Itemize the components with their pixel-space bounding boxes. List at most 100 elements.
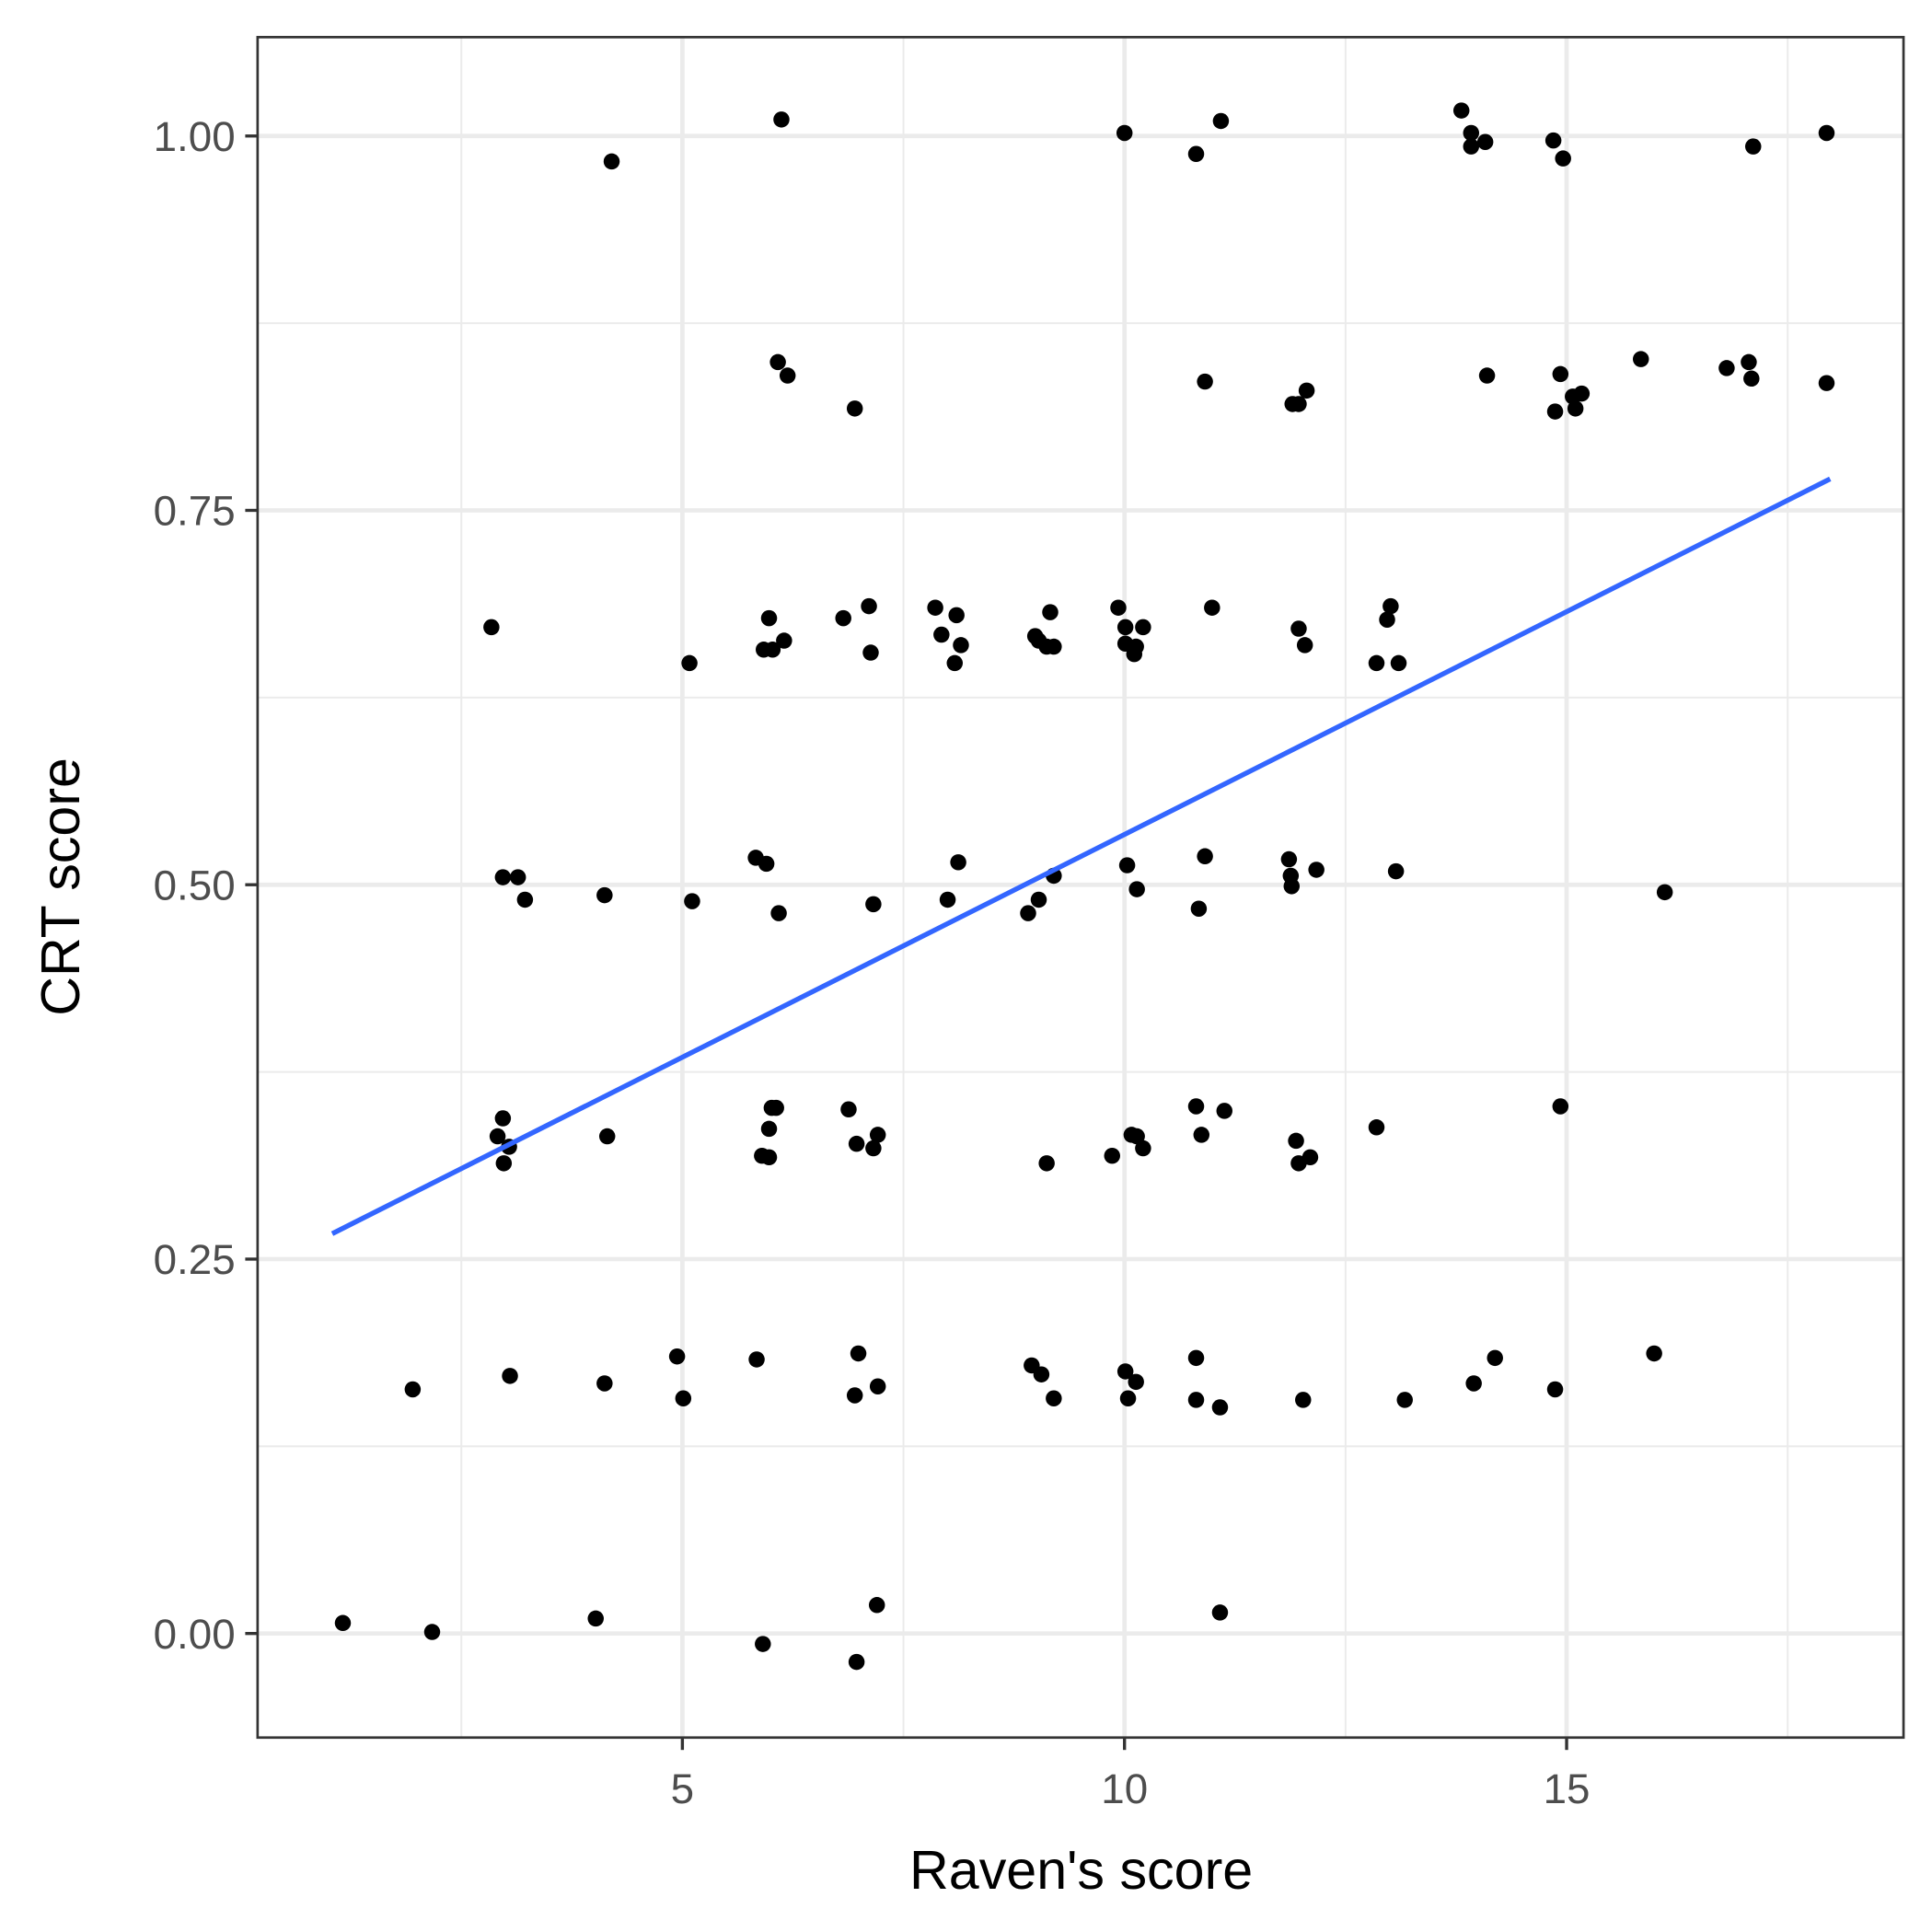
point — [869, 1127, 886, 1143]
point — [933, 626, 950, 643]
point — [840, 1101, 857, 1117]
point — [848, 1135, 865, 1152]
point — [598, 1128, 616, 1145]
point — [1452, 102, 1470, 119]
point — [748, 1351, 765, 1368]
point — [1128, 1128, 1145, 1145]
point — [596, 1375, 613, 1392]
point — [1387, 862, 1405, 880]
point — [1187, 1392, 1205, 1408]
point — [1126, 645, 1143, 663]
point — [1116, 619, 1134, 636]
point — [1555, 150, 1571, 167]
point — [1382, 597, 1399, 615]
point — [846, 1387, 863, 1404]
point — [1744, 138, 1762, 155]
point — [869, 1378, 886, 1394]
y-tick-label: 1.00 — [154, 113, 236, 160]
point — [1187, 145, 1205, 163]
point — [1283, 878, 1301, 895]
point — [927, 599, 943, 616]
x-tick-label: 15 — [1544, 1765, 1591, 1812]
point — [1128, 881, 1145, 897]
point — [495, 1155, 513, 1172]
point — [684, 893, 700, 909]
point — [770, 905, 787, 921]
point — [1033, 1366, 1050, 1382]
point — [758, 855, 775, 873]
point — [596, 886, 613, 904]
point — [755, 1636, 771, 1652]
point — [516, 891, 534, 908]
point — [768, 1099, 784, 1116]
point — [1544, 132, 1562, 149]
y-tick-label: 0.25 — [154, 1236, 236, 1283]
point — [848, 1653, 865, 1671]
point — [773, 111, 790, 128]
point — [1197, 373, 1213, 390]
point — [1212, 112, 1230, 130]
point — [1296, 637, 1313, 654]
point — [1487, 1349, 1503, 1367]
point — [948, 607, 965, 624]
point — [1465, 1375, 1482, 1392]
point — [865, 896, 882, 913]
point — [1379, 611, 1395, 628]
point — [1478, 367, 1496, 384]
point — [1190, 900, 1208, 917]
point — [1818, 375, 1835, 391]
point — [1288, 1132, 1304, 1150]
point — [603, 153, 620, 170]
point — [1546, 403, 1564, 420]
point — [946, 654, 964, 672]
point — [1463, 124, 1480, 142]
point — [1193, 1127, 1210, 1143]
point — [1110, 599, 1127, 616]
point — [1656, 884, 1673, 901]
point — [1290, 396, 1307, 412]
point — [779, 367, 796, 384]
point — [1396, 1392, 1413, 1408]
point — [1116, 124, 1133, 142]
point — [1119, 1390, 1137, 1406]
point — [1573, 385, 1591, 402]
point — [334, 1614, 352, 1632]
point — [862, 644, 879, 661]
point — [939, 891, 956, 908]
point — [1020, 905, 1036, 921]
point — [1128, 1373, 1144, 1391]
point — [861, 597, 877, 615]
y-tick-label: 0.75 — [154, 488, 236, 535]
point — [760, 1120, 778, 1138]
point — [950, 854, 966, 871]
point — [769, 353, 786, 371]
point — [1135, 619, 1151, 636]
point — [760, 609, 778, 627]
y-tick-label: 0.00 — [154, 1611, 236, 1658]
point — [1046, 1390, 1062, 1406]
point — [1632, 351, 1649, 367]
point — [1368, 1119, 1385, 1136]
point — [1463, 138, 1480, 155]
point — [1038, 1155, 1055, 1172]
point — [1476, 133, 1494, 150]
point — [953, 637, 969, 654]
point — [404, 1381, 422, 1398]
point — [1042, 604, 1059, 620]
point — [483, 619, 500, 636]
point — [1030, 891, 1047, 908]
point — [1368, 654, 1385, 672]
point — [868, 1597, 885, 1614]
point — [1741, 353, 1757, 371]
point — [846, 400, 863, 417]
point — [1567, 400, 1584, 417]
point — [776, 632, 792, 649]
point — [1308, 862, 1325, 878]
point — [681, 654, 698, 672]
trend-line — [330, 476, 1832, 1236]
point — [1546, 1381, 1564, 1398]
point — [760, 1149, 778, 1166]
point — [1818, 124, 1835, 142]
